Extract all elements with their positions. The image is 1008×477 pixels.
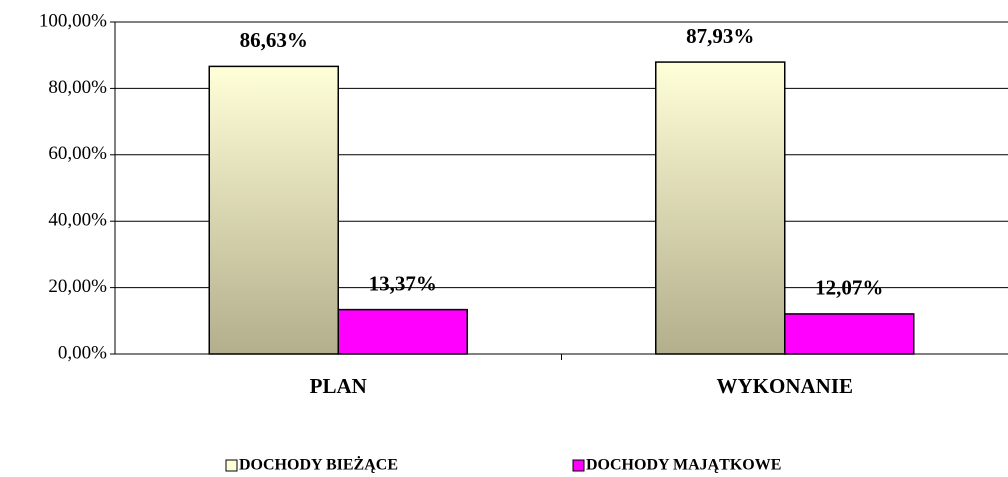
value-label: 86,63% (240, 28, 308, 52)
y-tick-label: 20,00% (48, 276, 107, 297)
value-label: 13,37% (369, 271, 437, 295)
legend-swatch (225, 459, 238, 472)
value-label: 12,07% (815, 276, 883, 300)
y-tick-label: 40,00% (48, 210, 107, 231)
bar (784, 313, 915, 355)
bar (208, 65, 339, 355)
legend-label: DOCHODY MAJĄTKOWE (586, 457, 781, 474)
y-tick-label: 100,00% (39, 10, 107, 31)
bar (655, 61, 786, 355)
value-label: 87,93% (686, 24, 754, 48)
bar (337, 308, 468, 355)
y-tick-label: 0,00% (58, 342, 107, 363)
y-tick-label: 60,00% (48, 143, 107, 164)
legend-swatch (572, 459, 585, 472)
legend-label: DOCHODY BIEŻĄCE (239, 455, 398, 474)
x-tick-label: WYKONANIE (716, 374, 853, 398)
y-tick-label: 80,00% (48, 77, 107, 98)
x-tick-label: PLAN (310, 374, 367, 398)
